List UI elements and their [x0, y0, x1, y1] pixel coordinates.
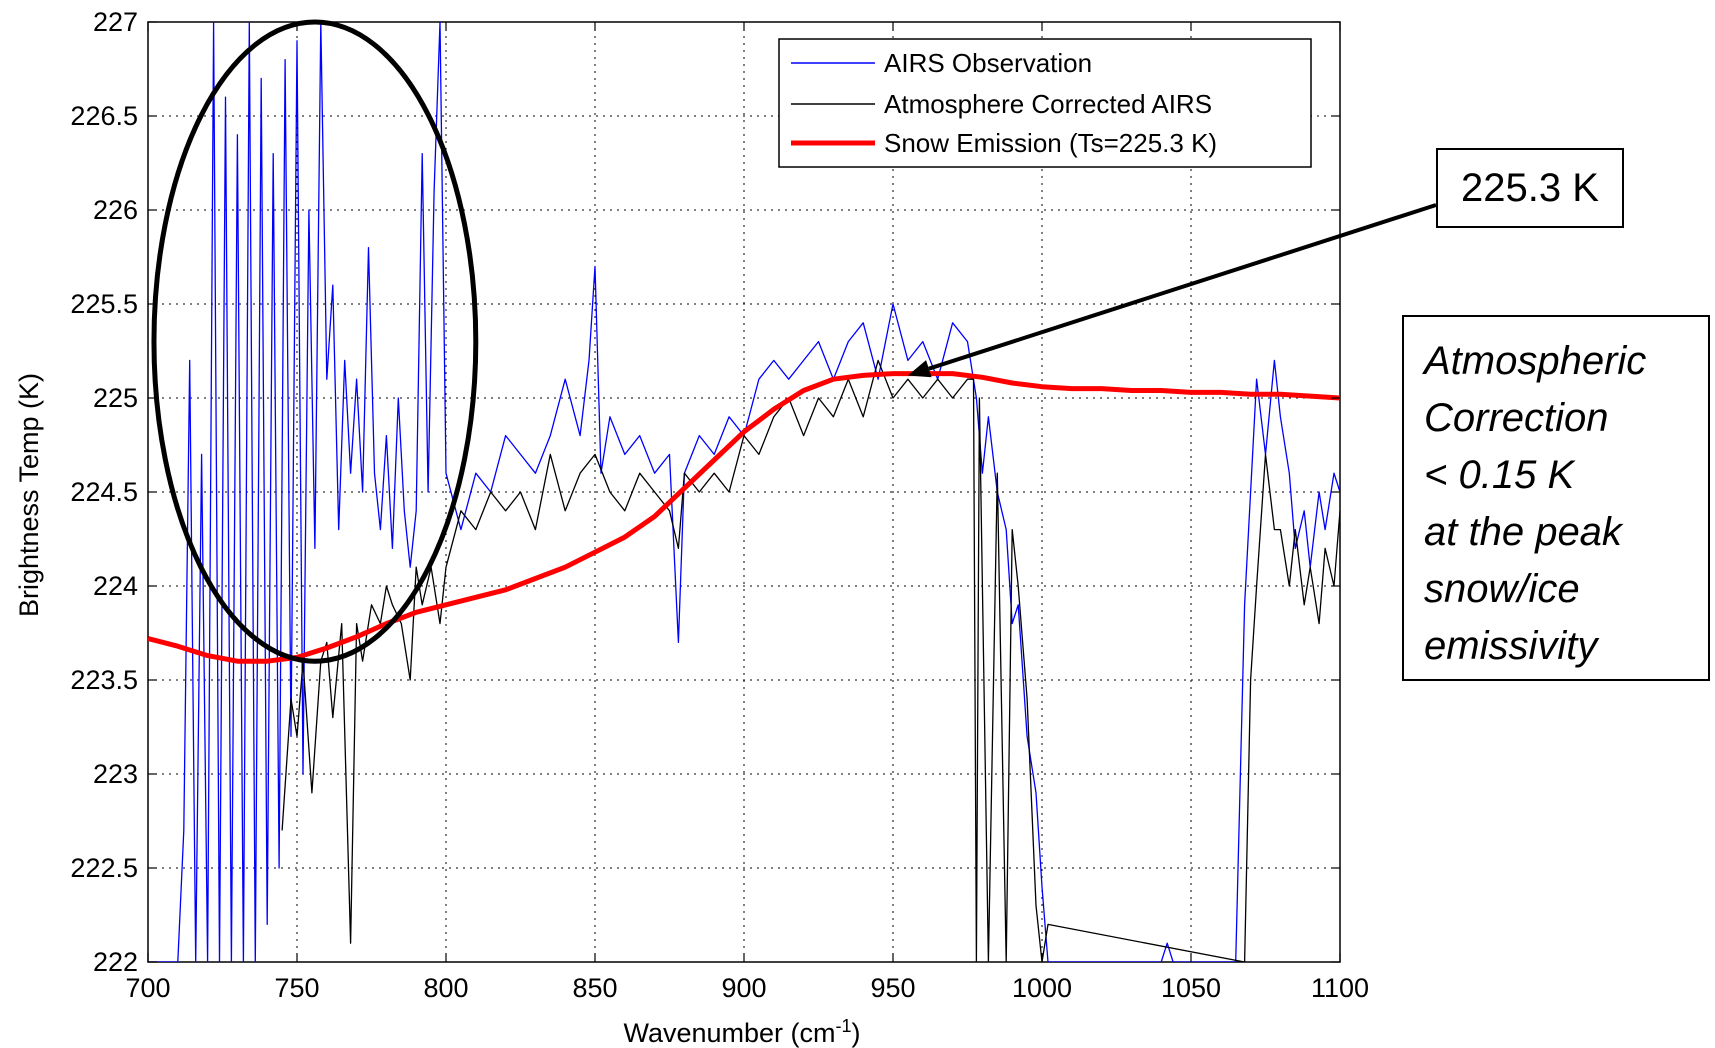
y-tick-label-227: 227 — [93, 7, 138, 37]
atmospheric-correction-note: Atmospheric Correction < 0.15 K at the p… — [1402, 315, 1710, 681]
x-axis-label: Wavenumber (cm-1) — [623, 1016, 860, 1048]
legend-box — [778, 38, 1312, 168]
x-tick-label-900: 900 — [721, 973, 766, 1003]
x-tick-label-950: 950 — [870, 973, 915, 1003]
highlight-ellipse — [151, 19, 479, 664]
y-tick-label-222: 222 — [93, 947, 138, 977]
y-tick-label-226.5: 226.5 — [70, 101, 138, 131]
highlight-ellipse-layer — [151, 19, 479, 664]
y-tick-label-224: 224 — [93, 571, 138, 601]
x-tick-label-1000: 1000 — [1012, 973, 1072, 1003]
note-line-5: snow/ice — [1424, 567, 1580, 611]
y-axis-label: Brightness Temp (K) — [14, 373, 44, 617]
note-line-6: emissivity — [1424, 624, 1598, 668]
note-line-1: Atmospheric — [1424, 339, 1647, 383]
series-layer — [148, 22, 1340, 962]
legend-label-snow: Snow Emission (Ts=225.3 K) — [884, 128, 1217, 158]
callout-arrow-line — [928, 203, 1437, 371]
y-tick-label-226: 226 — [93, 195, 138, 225]
note-line-2: Correction — [1424, 396, 1609, 440]
x-axis-label-end: ) — [852, 1018, 861, 1048]
y-tick-label-223: 223 — [93, 759, 138, 789]
y-tick-label-222.5: 222.5 — [70, 853, 138, 883]
legend-label-corrected: Atmosphere Corrected AIRS — [884, 89, 1212, 119]
y-tick-label-225.5: 225.5 — [70, 289, 138, 319]
x-tick-label-1050: 1050 — [1161, 973, 1221, 1003]
tick-labels: 700 750 800 850 900 950 1000 1050 1100 222 222.5 22… — [70, 7, 1369, 1003]
x-tick-label-1100: 1100 — [1311, 973, 1369, 1003]
y-tick-label-223.5: 223.5 — [70, 665, 138, 695]
series-line-atmosphere-corrected-airs — [281, 359, 1340, 962]
callout-label: 225.3 K — [1461, 165, 1599, 210]
x-tick-label-800: 800 — [423, 973, 468, 1003]
callout-arrowhead — [907, 360, 932, 378]
x-tick-label-850: 850 — [572, 973, 617, 1003]
note-line-3: < 0.15 K — [1424, 453, 1575, 497]
x-tick-label-700: 700 — [125, 973, 170, 1003]
y-tick-label-224.5: 224.5 — [70, 477, 138, 507]
grid-lines — [148, 22, 1340, 962]
series-line-airs-observation — [148, 22, 1340, 962]
x-axis-label-superscript: -1 — [836, 1016, 852, 1036]
y-tick-label-225: 225 — [93, 383, 138, 413]
legend: AIRS Observation Atmosphere Corrected AI… — [778, 38, 1312, 168]
callout-225-3k-box: 225.3 K — [1436, 148, 1624, 228]
x-tick-label-750: 750 — [274, 973, 319, 1003]
x-axis-label-main: Wavenumber (cm — [623, 1018, 835, 1048]
legend-label-airs: AIRS Observation — [884, 48, 1092, 78]
series-line-snow-emission-ts-225-3-k — [148, 371, 1340, 664]
note-line-4: at the peak — [1424, 510, 1622, 554]
